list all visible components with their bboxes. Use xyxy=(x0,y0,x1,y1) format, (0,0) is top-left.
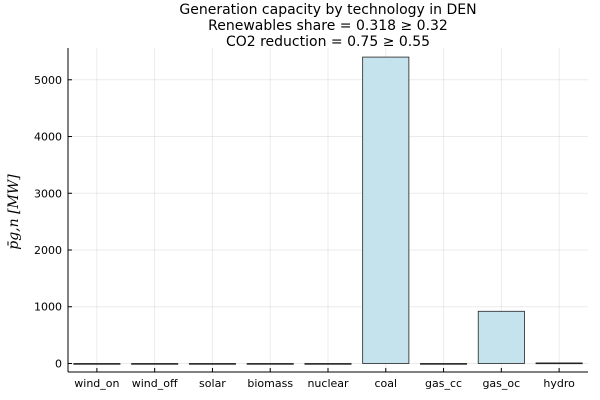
x-tick-label-hydro: hydro xyxy=(543,377,575,390)
y-tick-label: 3000 xyxy=(34,187,62,200)
y-ticks: 0 1000 2000 3000 4000 5000 xyxy=(34,74,72,370)
y-tick-label: 4000 xyxy=(34,131,62,144)
bar-nuclear xyxy=(304,363,352,365)
bar-solar xyxy=(188,363,236,365)
x-tick-label-solar: solar xyxy=(199,377,226,390)
bar-biomass xyxy=(246,363,294,365)
title-line-2: Renewables share = 0.318 ≥ 0.32 xyxy=(208,18,448,34)
x-tick-label-wind_on: wind_on xyxy=(74,377,119,390)
bar-coal xyxy=(362,56,410,364)
title-line-3: CO2 reduction = 0.75 ≥ 0.55 xyxy=(226,34,430,50)
x-tick-label-gas_oc: gas_oc xyxy=(482,377,520,390)
x-ticks: wind_on wind_off solar biomass nuclear coal ga… xyxy=(74,368,575,390)
bar-gas_cc xyxy=(420,363,468,365)
y-tick-label: 1000 xyxy=(34,301,62,314)
chart-title: Generation capacity by technology in DEN… xyxy=(179,2,476,50)
y-axis-label: p̄g,n [MW] xyxy=(6,174,22,250)
bar-wind_on xyxy=(73,363,121,365)
y-tick-label: 0 xyxy=(55,357,62,370)
x-tick-label-coal: coal xyxy=(374,377,397,390)
bar-hydro xyxy=(535,362,583,365)
bars xyxy=(73,56,583,365)
x-tick-label-biomass: biomass xyxy=(247,377,293,390)
bar-gas_oc xyxy=(477,310,525,364)
x-tick-label-wind_off: wind_off xyxy=(132,377,178,390)
y-tick-label: 2000 xyxy=(34,244,62,257)
y-tick-label: 5000 xyxy=(34,74,62,87)
x-tick-label-gas_cc: gas_cc xyxy=(425,377,462,390)
title-line-1: Generation capacity by technology in DEN xyxy=(179,2,476,18)
x-tick-label-nuclear: nuclear xyxy=(307,377,349,390)
bar-wind_off xyxy=(131,363,179,365)
